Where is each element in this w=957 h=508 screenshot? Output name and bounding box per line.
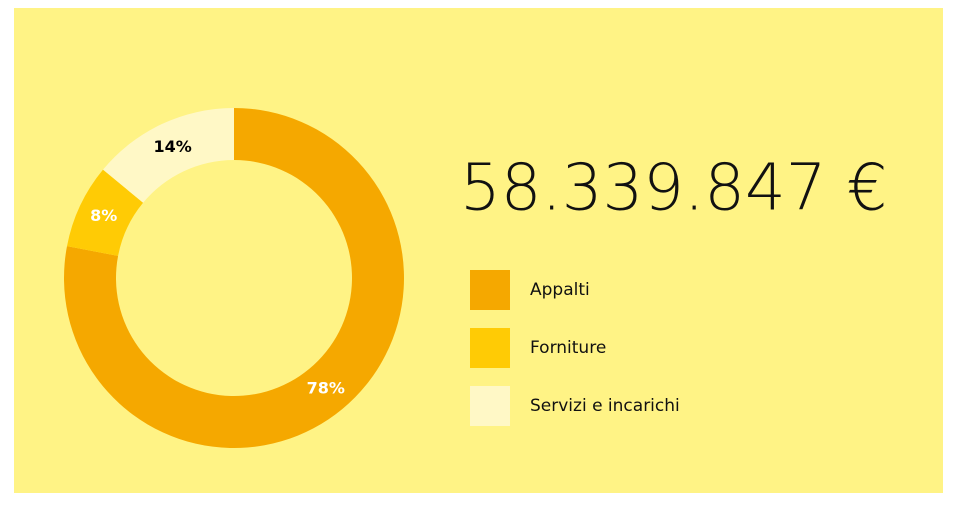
legend-swatch [470, 328, 510, 368]
slice-label: 78% [307, 378, 345, 397]
legend-swatch [470, 270, 510, 310]
legend-label: Appalti [530, 280, 590, 300]
total: 58.339.847 € [460, 152, 888, 226]
legend-swatch [470, 386, 510, 426]
slice [103, 108, 234, 203]
slice [64, 108, 405, 448]
slice-label: 14% [154, 137, 192, 156]
legend-label: Forniture [530, 338, 606, 358]
slice [67, 169, 144, 256]
legend-label: Servizi e incarichi [530, 396, 680, 416]
slice-label: 8% [90, 206, 117, 225]
